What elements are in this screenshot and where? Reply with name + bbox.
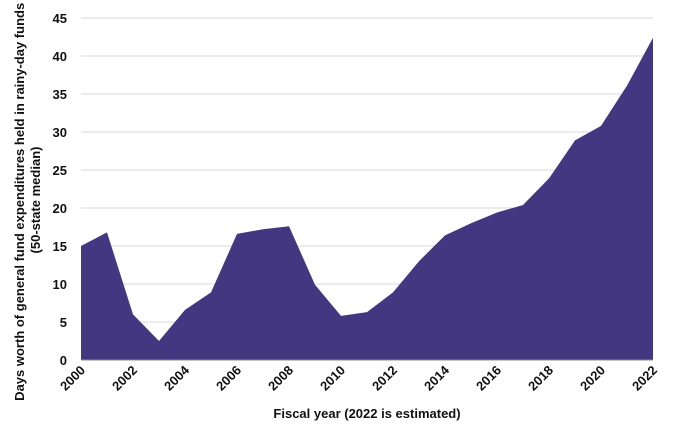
y-tick-label: 20 (53, 201, 67, 216)
x-axis-ticks: 2000 2002 2004 2006 2008 2010 2012 2014 2016 2018… (57, 362, 660, 394)
y-tick-label: 0 (60, 353, 67, 368)
y-tick-label: 25 (53, 163, 67, 178)
x-tick-label: 2016 (473, 363, 504, 394)
x-tick-label: 2020 (577, 363, 608, 394)
x-tick-label: 2014 (421, 362, 453, 394)
y-axis-title-line-1: Days worth of general fund expenditures … (12, 3, 27, 401)
gridlines (81, 17, 653, 323)
area-series (80, 37, 654, 361)
y-tick-label: 10 (53, 277, 67, 292)
y-axis-title-line-2: (50-state median) (28, 147, 43, 254)
x-tick-label: 2008 (265, 363, 296, 394)
y-axis-title: Days worth of general fund expenditures … (12, 0, 43, 401)
y-tick-label: 45 (53, 11, 67, 26)
x-tick-label: 2002 (109, 363, 140, 394)
y-tick-label: 35 (53, 87, 67, 102)
x-tick-label: 2010 (317, 363, 348, 394)
x-tick-label: 2006 (213, 363, 244, 394)
x-tick-label: 2004 (161, 362, 193, 394)
y-tick-label: 30 (53, 125, 67, 140)
x-tick-label: 2018 (525, 363, 556, 394)
y-tick-label: 15 (53, 239, 67, 254)
area-fill (81, 37, 653, 360)
y-tick-label: 5 (60, 315, 67, 330)
x-tick-label: 2012 (369, 363, 400, 394)
x-axis-title: Fiscal year (2022 is estimated) (273, 406, 460, 421)
y-tick-label: 40 (53, 49, 67, 64)
x-tick-label: 2022 (629, 363, 660, 394)
y-axis-ticks: 0 5 10 15 20 25 30 35 40 45 (53, 11, 67, 368)
